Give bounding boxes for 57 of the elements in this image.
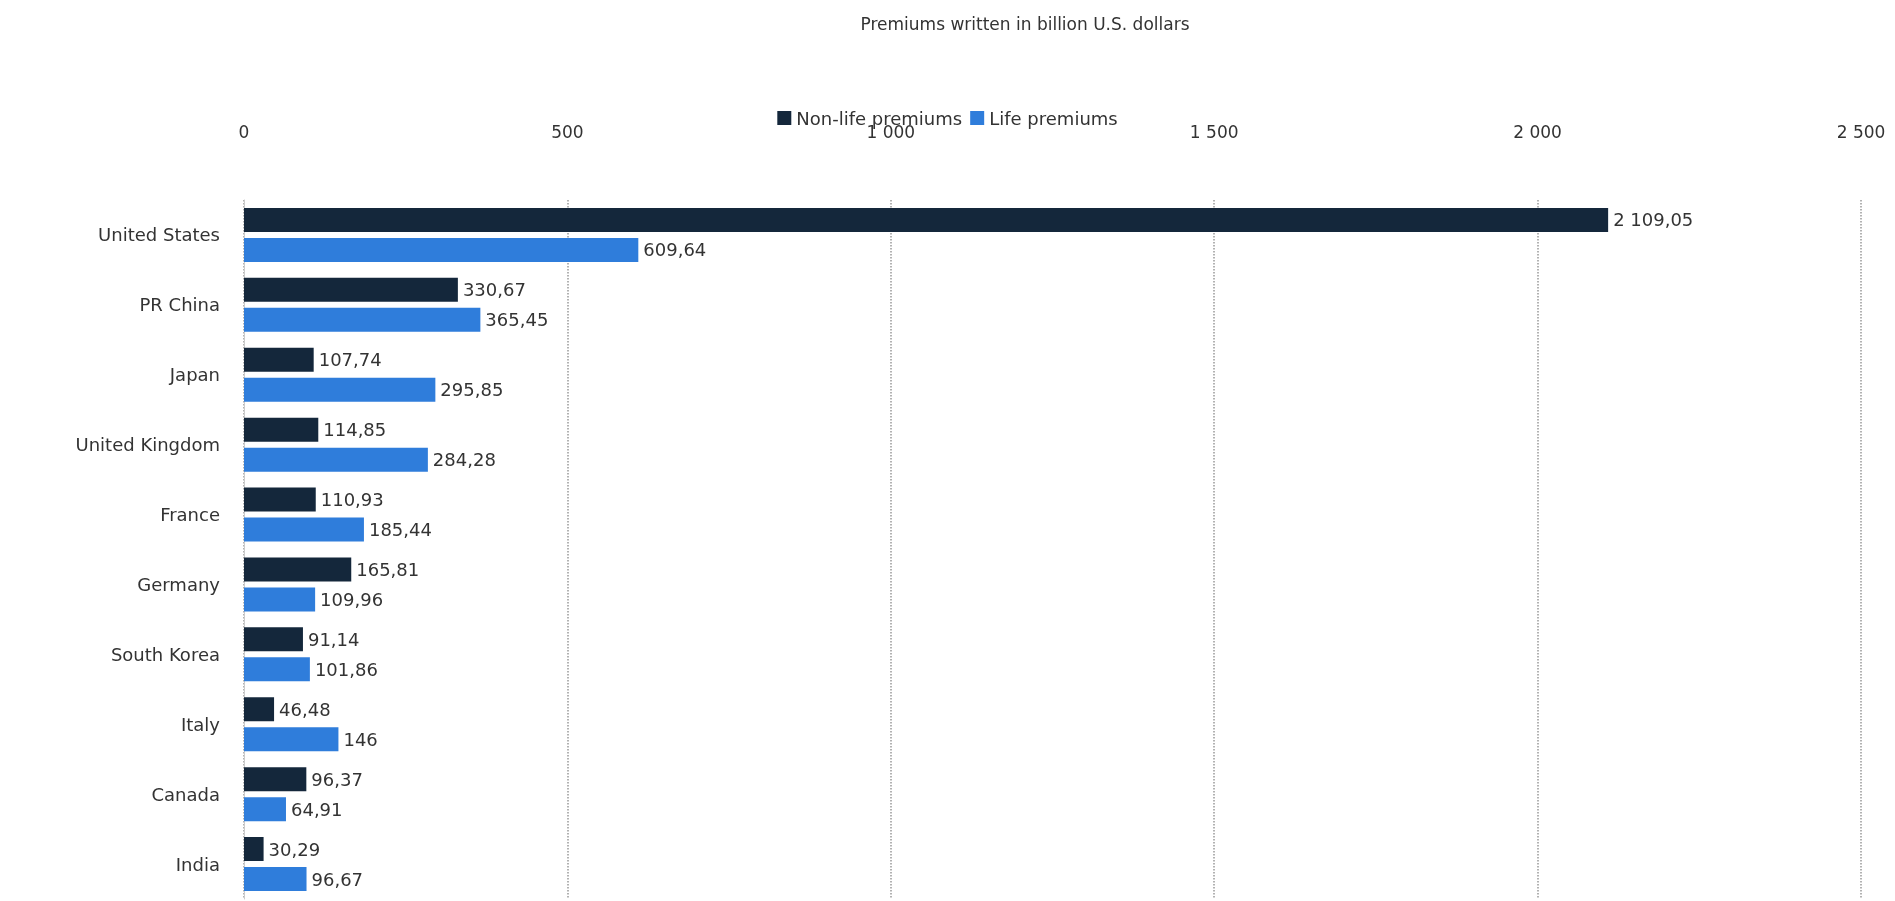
bar <box>244 797 286 822</box>
bar <box>244 657 310 682</box>
data-label: 109,96 <box>320 588 384 610</box>
y-tick-label: Germany <box>137 573 221 595</box>
bar <box>244 727 339 752</box>
x-tick-label: 0 <box>238 121 250 142</box>
data-label: 146 <box>343 728 378 750</box>
y-tick-label: France <box>160 504 220 526</box>
x-tick-label: 2 500 <box>1836 121 1886 142</box>
bar <box>244 487 316 512</box>
data-label: 365,45 <box>485 309 549 331</box>
data-label: 96,37 <box>311 768 363 790</box>
data-label: 330,67 <box>462 279 526 301</box>
data-label: 30,29 <box>268 838 321 860</box>
data-label: 110,93 <box>320 489 384 511</box>
bar <box>244 207 1609 232</box>
data-label: 609,64 <box>643 239 707 261</box>
bar <box>244 417 319 442</box>
bar <box>244 767 307 792</box>
bar <box>244 837 264 862</box>
bar <box>244 867 307 892</box>
bar <box>244 277 458 302</box>
data-label: 101,86 <box>314 658 378 680</box>
y-tick-label: United States <box>98 224 220 246</box>
x-tick-label: 500 <box>551 121 584 142</box>
y-tick-label: PR China <box>139 294 220 316</box>
x-tick-label: 2 000 <box>1513 121 1562 142</box>
bar <box>244 307 481 332</box>
bar <box>244 517 364 542</box>
bar <box>244 697 275 722</box>
data-label: 96,67 <box>311 868 364 890</box>
y-tick-label: South Korea <box>110 643 220 665</box>
y-tick-label: Japan <box>168 364 220 386</box>
y-tick-label: India <box>175 853 220 875</box>
bar <box>244 377 436 402</box>
bar <box>244 557 352 582</box>
legend-label: Life premiums <box>989 107 1118 129</box>
data-label: 284,28 <box>432 449 496 471</box>
data-label: 114,85 <box>323 419 387 441</box>
bar <box>244 347 314 372</box>
data-label: 91,14 <box>307 628 360 650</box>
y-tick-label: Canada <box>151 783 220 805</box>
data-label: 107,74 <box>318 349 382 371</box>
bar <box>244 627 303 652</box>
data-label: 46,48 <box>279 698 331 720</box>
data-label: 2 109,05 <box>1613 209 1694 231</box>
bar <box>244 447 428 472</box>
data-label: 295,85 <box>440 379 504 401</box>
bar <box>244 237 639 262</box>
data-label: 185,44 <box>368 519 432 541</box>
chart-title: Premiums written in billion U.S. dollars <box>860 13 1190 34</box>
data-label: 64,91 <box>290 798 343 820</box>
data-label: 165,81 <box>356 558 420 580</box>
bar <box>244 587 316 612</box>
x-tick-label: 1 500 <box>1189 121 1239 142</box>
y-tick-label: United Kingdom <box>75 434 220 456</box>
y-tick-label: Italy <box>180 713 221 735</box>
